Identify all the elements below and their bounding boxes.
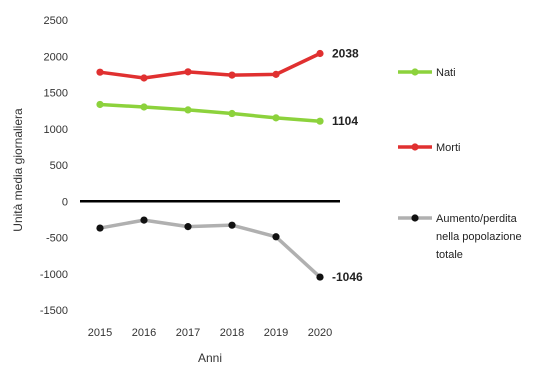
data-point (316, 49, 324, 58)
y-tick-label: 2000 (44, 51, 68, 63)
legend-item: Morti (398, 142, 460, 154)
data-point (316, 117, 324, 125)
x-tick-label: 2020 (308, 327, 332, 339)
data-point (228, 109, 236, 118)
series-line (99, 218, 322, 279)
x-tick-label: 2017 (176, 327, 200, 339)
series-2: 2038 (96, 46, 359, 82)
series-end-label: -1046 (332, 270, 363, 284)
data-point (228, 71, 236, 79)
data-point (184, 223, 192, 231)
x-tick-label: 2019 (264, 327, 288, 339)
data-point (140, 103, 148, 111)
data-point (140, 216, 148, 224)
x-axis-ticks: 2015 2016 2017 2018 2019 2020 (88, 327, 332, 339)
y-tick-label: -1000 (40, 269, 68, 281)
legend: Nati Morti Aumento/perdita nella popolazion… (398, 67, 522, 261)
data-point (272, 70, 280, 78)
y-axis-ticks: 2500 2000 1500 1000 500 0 -500 -1000 -1500 (40, 15, 68, 317)
legend-label: Morti (436, 142, 460, 154)
data-point (140, 74, 148, 82)
y-tick-label: 0 (62, 196, 68, 208)
x-axis-title: Anni (198, 351, 222, 365)
series-end-label: 1104 (332, 114, 358, 128)
y-tick-label: 1000 (44, 124, 68, 136)
legend-label: Nati (436, 67, 456, 79)
series-1: 1104 (96, 100, 358, 128)
x-tick-label: 2015 (88, 327, 112, 339)
y-tick-label: 500 (50, 160, 68, 172)
legend-label: Aumento/perdita nella popolazione totale (436, 213, 522, 261)
data-point (272, 233, 280, 241)
series-line (99, 51, 321, 80)
data-point (96, 68, 104, 76)
legend-marker (411, 68, 419, 76)
legend-marker (411, 214, 419, 222)
y-tick-label: 1500 (44, 88, 68, 100)
legend-item: Nati (398, 67, 456, 79)
y-tick-label: -500 (46, 233, 68, 245)
data-point (228, 221, 236, 229)
series-layer: 1104 2038 -1046 (96, 46, 363, 284)
series-line (99, 102, 321, 123)
data-point (272, 114, 280, 122)
y-axis-title: Unità media giornaliera (11, 108, 25, 232)
y-tick-label: 2500 (44, 15, 68, 27)
data-point (96, 100, 104, 109)
legend-item: Aumento/perdita nella popolazione totale (398, 213, 522, 261)
data-point (96, 224, 104, 232)
data-point (184, 68, 192, 76)
y-tick-label: -1500 (40, 305, 68, 317)
data-point (316, 273, 324, 281)
x-tick-label: 2016 (132, 327, 156, 339)
series-3: -1046 (96, 216, 363, 284)
data-point (184, 106, 192, 114)
series-end-label: 2038 (332, 46, 359, 60)
x-tick-label: 2018 (220, 327, 244, 339)
legend-marker (411, 143, 419, 151)
